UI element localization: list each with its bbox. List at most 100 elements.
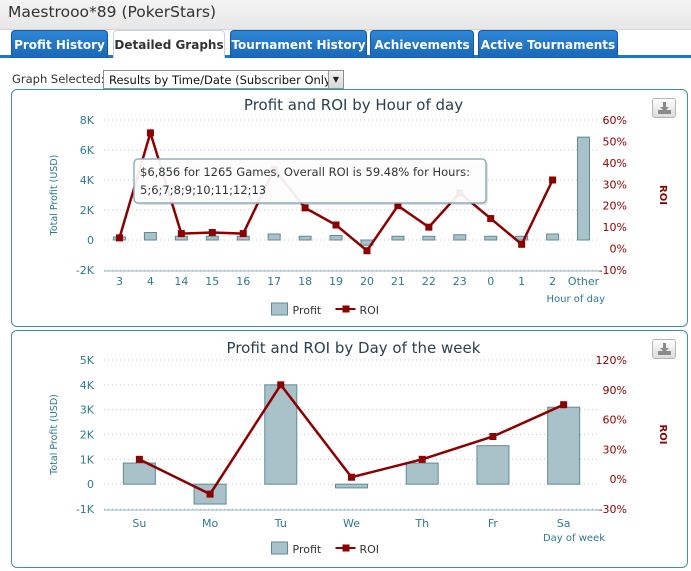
roi-point [301, 204, 309, 212]
roi-point [549, 176, 557, 184]
y2-tick-label: 60% [603, 414, 627, 427]
y2-tick-label: 0% [610, 473, 627, 486]
hour-of-day-chart-panel: Profit and ROI by Hour of day -2K 0 2K 4K 6K 8… [11, 89, 688, 327]
y-tick-label: 4K [80, 174, 95, 187]
tab-bar: Profit History Detailed Graphs Tournamen… [0, 30, 691, 58]
y-tick-label: 2K [80, 429, 95, 442]
x-tick-label: 4 [147, 275, 154, 288]
profit-bar [391, 235, 405, 241]
download-icon [658, 343, 671, 355]
legend-roi-marker [342, 305, 350, 313]
y-tick-label: 3K [80, 404, 95, 417]
legend-profit-label: Profit [293, 304, 322, 317]
graph-select-dropdown[interactable]: Results by Time/Date (Subscriber Only) ▼ [103, 70, 344, 89]
roi-point [332, 221, 340, 229]
x-tick-label: 15 [205, 275, 219, 288]
y2-tick-label: 120% [596, 354, 627, 367]
x-tick-label: 2 [549, 275, 556, 288]
roi-point [348, 473, 355, 481]
download-icon [658, 102, 671, 114]
profit-bar [405, 462, 439, 485]
y-tick-label: 1K [80, 453, 95, 466]
profit-bar [546, 233, 560, 241]
x-tick-label: 18 [298, 275, 312, 288]
roi-point [363, 247, 371, 255]
profit-bar [298, 235, 312, 241]
x-tick-label: 0 [487, 275, 494, 288]
x-tick-label: 1 [518, 275, 525, 288]
profit-bar [484, 235, 498, 241]
chart-title: Profit and ROI by Day of the week [227, 339, 481, 357]
chevron-down-icon[interactable]: ▼ [328, 71, 343, 88]
y2-tick-label: -10% [599, 264, 627, 277]
profit-bar [476, 445, 510, 485]
y-tick-label: -1K [76, 503, 95, 516]
roi-point [277, 381, 285, 389]
tab-tournament-history[interactable]: Tournament History [230, 30, 367, 58]
roi-point [394, 202, 402, 210]
y2-axis-title: ROI [657, 185, 668, 205]
x-tick-label: 17 [267, 275, 281, 288]
graph-select-value: Results by Time/Date (Subscriber Only) [109, 73, 336, 87]
roi-point [146, 129, 154, 137]
tab-achievements[interactable]: Achievements [370, 30, 474, 58]
x-tick-label: 3 [116, 275, 123, 288]
x-tick-label: Th [414, 517, 429, 530]
roi-point [418, 455, 426, 463]
y2-tick-label: 30% [603, 443, 627, 456]
roi-point [489, 432, 497, 440]
x-tick-label: Mo [202, 517, 218, 530]
x-tick-label: 22 [422, 275, 436, 288]
x-tick-label: 19 [329, 275, 343, 288]
legend-roi-label: ROI [360, 543, 380, 556]
profit-bar [122, 462, 156, 485]
x-tick-label: Other [568, 275, 600, 288]
tab-active-tournaments[interactable]: Active Tournaments [478, 30, 618, 58]
roi-point [177, 230, 185, 238]
x-axis-title: Hour of day [547, 294, 606, 305]
roi-point [206, 490, 214, 498]
x-tick-label: Sa [557, 517, 571, 530]
profit-bar [422, 235, 436, 241]
y2-tick-label: 10% [603, 221, 627, 234]
x-axis-title: Day of week [543, 533, 605, 544]
y2-tick-label: 50% [603, 135, 627, 148]
roi-point [487, 215, 495, 223]
tab-detailed-graphs[interactable]: Detailed Graphs [113, 30, 225, 58]
export-chart-button[interactable] [652, 339, 676, 359]
profit-bar [267, 233, 281, 241]
tooltip-line-1: $6,856 for 1265 Games, Overall ROI is 59… [140, 165, 470, 179]
y-tick-label: 5K [80, 354, 95, 367]
roi-point [239, 230, 247, 238]
roi-point [560, 401, 568, 409]
graph-selector-row: Graph Selected: Results by Time/Date (Su… [0, 70, 691, 90]
profit-bar [335, 483, 368, 489]
x-tick-label: 23 [453, 275, 467, 288]
x-tick-label: 14 [174, 275, 188, 288]
export-chart-button[interactable] [652, 98, 676, 118]
y-tick-label: 8K [80, 114, 95, 127]
window-titlebar: Maestrooo*89 (PokerStars) [0, 0, 691, 30]
graph-selected-label: Graph Selected: [12, 72, 105, 86]
y2-tick-label: 40% [603, 157, 627, 170]
y-tick-label: 2K [80, 204, 95, 217]
profit-bar [577, 136, 591, 241]
y-tick-label: 6K [80, 144, 95, 157]
x-tick-label: 16 [236, 275, 250, 288]
y2-tick-label: 90% [603, 384, 627, 397]
y-axis-title: Total Profit (USD) [49, 155, 60, 237]
y-tick-label: 0 [87, 478, 94, 491]
tooltip-box [133, 158, 487, 204]
y2-tick-label: 60% [603, 114, 627, 127]
tooltip-line-2: 5;6;7;8;9;10;11;12;13 [140, 183, 266, 197]
profit-bar [547, 406, 581, 485]
profit-bar [205, 235, 219, 241]
legend-profit-swatch [271, 302, 288, 316]
day-of-week-chart: Profit and ROI by Day of the week -1K 0 1K 2… [49, 339, 668, 556]
roi-point [518, 240, 526, 248]
y2-tick-label: -30% [599, 503, 627, 516]
profit-bar [453, 234, 467, 241]
x-tick-label: Su [132, 517, 146, 530]
legend-roi-marker [342, 544, 350, 552]
tab-profit-history[interactable]: Profit History [11, 30, 108, 58]
